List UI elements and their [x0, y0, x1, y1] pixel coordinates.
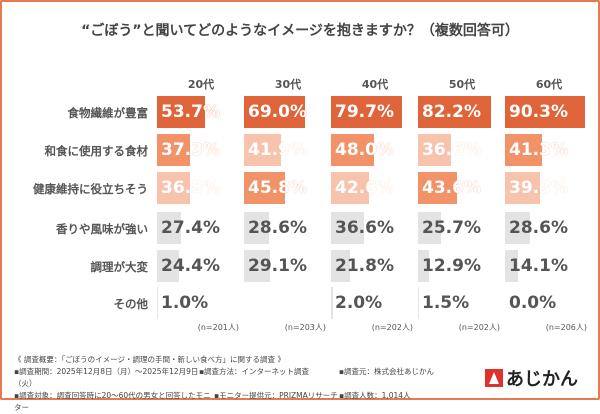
- value-label: 43.6%: [422, 178, 481, 198]
- footer-provider: ▪モニター提供元：PRIZMAリサーチ: [214, 391, 338, 400]
- value-label: 0.0%: [509, 293, 557, 313]
- value-label: 41.9%: [248, 140, 307, 160]
- value-label: 36.6%: [422, 140, 481, 160]
- footer-count: ▪調査人数：1,014人: [339, 391, 411, 400]
- logo-mark-icon: [485, 369, 503, 387]
- value-label: 45.8%: [248, 178, 307, 198]
- bar: [157, 250, 179, 282]
- sample-size-label: (n=206人): [545, 323, 587, 332]
- frame-border: [0, 0, 600, 400]
- value-label: 36.8%: [161, 178, 220, 198]
- bar: [418, 250, 430, 282]
- category-label: 健康維持に役立ちそう: [33, 182, 148, 196]
- value-label: 79.7%: [335, 102, 394, 122]
- value-label: 53.7%: [161, 102, 220, 122]
- footer-target: ▪調査対象：調査回答時に20～60代の男女と回答したモニター: [14, 391, 211, 412]
- survey-footer: 《 調査概要：「ごぼうのイメージ・調理の手間・新しい食べ方」に関する調査 》 ▪…: [14, 354, 434, 414]
- value-label: 24.4%: [161, 256, 220, 276]
- series-label: 40代: [361, 78, 389, 91]
- bar: [244, 172, 285, 204]
- value-label: 41.3%: [509, 140, 568, 160]
- logo-text: あじかん: [506, 369, 578, 390]
- value-label: 48.0%: [335, 140, 394, 160]
- sample-size-label: (n=203人): [284, 323, 326, 332]
- bar: [157, 96, 205, 128]
- bar: [157, 287, 158, 319]
- value-label: 82.2%: [422, 102, 481, 122]
- value-label: 25.7%: [422, 218, 481, 238]
- bar: [331, 134, 374, 166]
- bar: [331, 250, 351, 282]
- series-label: 60代: [535, 78, 563, 91]
- category-label: 調理が大変: [90, 260, 149, 274]
- bar: [331, 287, 333, 319]
- value-label: 14.1%: [509, 256, 568, 276]
- value-label: 1.5%: [422, 293, 470, 313]
- series-label: 20代: [187, 78, 215, 91]
- bar: [418, 96, 492, 128]
- bar: [505, 96, 586, 128]
- company-logo: あじかん: [485, 365, 578, 391]
- chart-area: 食物繊維が豊富和食に使用する食材健康維持に役立ちそう香りや風味が強い調理が大変そ…: [33, 78, 587, 332]
- value-label: 12.9%: [422, 256, 481, 276]
- bar: [505, 172, 540, 204]
- value-label: 2.0%: [335, 293, 383, 313]
- value-label: 27.4%: [161, 218, 220, 238]
- bar: [157, 212, 182, 244]
- value-label: 36.6%: [335, 218, 394, 238]
- category-label: 食物繊維が豊富: [67, 106, 149, 120]
- sample-size-label: (n=202人): [371, 323, 413, 332]
- bar: [331, 96, 402, 128]
- bar: [244, 212, 270, 244]
- value-label: 69.0%: [248, 102, 307, 122]
- bar: [157, 172, 190, 204]
- sample-size-label: (n=201人): [197, 323, 239, 332]
- series-label: 50代: [448, 78, 476, 91]
- bar: [244, 96, 306, 128]
- bar: [505, 212, 531, 244]
- bar: [331, 212, 364, 244]
- bar: [505, 250, 518, 282]
- value-label: 37.3%: [161, 140, 220, 160]
- bar: [505, 134, 542, 166]
- value-label: 1.0%: [161, 293, 209, 313]
- value-label: 42.6%: [335, 178, 394, 198]
- footer-period: ▪調査期間：2025年12月8日（月）～2025年12月9日（火）: [14, 367, 199, 388]
- value-label: 90.3%: [509, 102, 568, 122]
- footer-source: ▪調査元：株式会社あじかん: [338, 367, 435, 376]
- bar: [418, 212, 441, 244]
- sample-size-label: (n=202人): [458, 323, 500, 332]
- bar: [418, 134, 451, 166]
- chart-title: “ごぼう”と聞いてどのようなイメージを抱きますか？（複数回答可）: [81, 23, 519, 39]
- category-label: その他: [113, 297, 149, 311]
- category-label: 香りや風味が強い: [56, 222, 148, 236]
- bar: [244, 134, 282, 166]
- value-label: 39.3%: [509, 178, 568, 198]
- value-label: 28.6%: [248, 218, 307, 238]
- value-label: 29.1%: [248, 256, 307, 276]
- footer-method: ▪調査方法：インターネット調査: [198, 367, 310, 376]
- bar: [157, 134, 191, 166]
- category-label: 和食に使用する食材: [44, 144, 149, 158]
- series-label: 30代: [274, 78, 302, 91]
- footer-heading: 《 調査概要：「ごぼうのイメージ・調理の手間・新しい食べ方」に関する調査 》: [14, 355, 285, 364]
- bar: [418, 172, 457, 204]
- bar: [331, 172, 369, 204]
- bar: [244, 250, 270, 282]
- value-label: 21.8%: [335, 256, 394, 276]
- bar: [418, 287, 420, 319]
- value-label: 28.6%: [509, 218, 568, 238]
